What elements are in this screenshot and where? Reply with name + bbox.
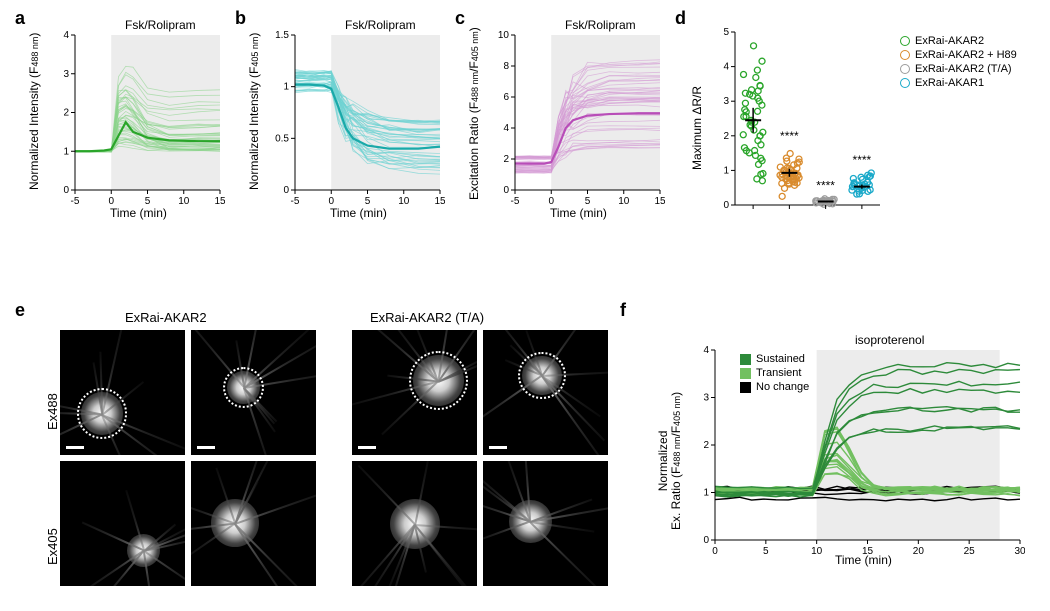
legend-akar1: ExRai-AKAR1 <box>900 77 1017 89</box>
panel-b-xlabel: Time (min) <box>330 206 387 220</box>
svg-text:2: 2 <box>63 108 69 119</box>
legend-nochange: No change <box>740 381 809 393</box>
microscopy-cell <box>352 461 477 586</box>
panel-f-ylabel: NormalizedEx. Ratio (F488 nm/F405 nm) <box>657 392 683 530</box>
svg-text:****: **** <box>816 178 835 192</box>
svg-text:-5: -5 <box>291 196 300 207</box>
svg-text:0: 0 <box>63 185 69 196</box>
svg-text:20: 20 <box>913 546 925 557</box>
legend-akar2-ta-label: ExRai-AKAR2 (T/A) <box>915 63 1012 75</box>
panel-e-col1: ExRai-AKAR2 <box>125 310 207 325</box>
panel-e-col2: ExRai-AKAR2 (T/A) <box>370 310 484 325</box>
svg-text:1: 1 <box>283 82 289 93</box>
svg-text:5: 5 <box>763 546 769 557</box>
svg-text:1: 1 <box>63 146 69 157</box>
panel-d-legend: ExRai-AKAR2 ExRai-AKAR2 + H89 ExRai-AKAR… <box>900 35 1017 91</box>
panel-c-label: c <box>455 8 465 29</box>
panel-c-xlabel: Time (min) <box>550 206 607 220</box>
svg-text:2: 2 <box>723 131 729 142</box>
svg-text:1: 1 <box>703 488 709 499</box>
legend-akar2-h89: ExRai-AKAR2 + H89 <box>900 49 1017 61</box>
panel-a-chart: -505101501234 Normalized Intensity (F488… <box>55 20 225 220</box>
panel-f-legend: Sustained Transient No change <box>740 353 809 395</box>
panel-f-title: isoproterenol <box>855 333 924 347</box>
svg-text:10: 10 <box>811 546 823 557</box>
svg-text:0: 0 <box>503 185 509 196</box>
panel-b-chart: -505101500.511.5 Normalized Intensity (F… <box>275 20 445 220</box>
microscopy-cell <box>483 330 608 455</box>
panel-a-title: Fsk/Rolipram <box>125 18 196 32</box>
panel-d-label: d <box>675 8 686 29</box>
svg-text:15: 15 <box>654 196 665 207</box>
svg-text:4: 4 <box>63 30 69 41</box>
panel-c-ylabel: Excitation Ratio (F488 nm/F405 nm) <box>467 27 481 200</box>
svg-text:10: 10 <box>398 196 410 207</box>
microscopy-cell <box>60 330 185 455</box>
panel-c-title: Fsk/Rolipram <box>565 18 636 32</box>
panel-b-label: b <box>235 8 246 29</box>
svg-text:3: 3 <box>703 393 709 404</box>
svg-text:****: **** <box>853 153 872 167</box>
legend-transient: Transient <box>740 367 809 379</box>
legend-akar2-h89-label: ExRai-AKAR2 + H89 <box>915 49 1017 61</box>
panel-b-ylabel: Normalized Intensity (F405 nm) <box>247 33 261 190</box>
legend-akar2-ta: ExRai-AKAR2 (T/A) <box>900 63 1017 75</box>
legend-akar2-label: ExRai-AKAR2 <box>915 35 984 47</box>
panel-f-xlabel: Time (min) <box>835 553 892 567</box>
svg-text:2: 2 <box>703 440 709 451</box>
svg-text:****: **** <box>780 129 799 143</box>
panel-d-ylabel: Maximum ΔR/R <box>690 86 704 170</box>
legend-nochange-label: No change <box>756 381 809 393</box>
svg-text:3: 3 <box>63 69 69 80</box>
svg-text:5: 5 <box>723 27 729 38</box>
panel-e-row2: Ex405 <box>45 528 60 565</box>
svg-text:0: 0 <box>703 535 709 546</box>
svg-text:4: 4 <box>703 345 709 356</box>
svg-text:15: 15 <box>434 196 445 207</box>
svg-text:4: 4 <box>723 62 729 73</box>
svg-text:4: 4 <box>503 123 509 134</box>
panel-b-title: Fsk/Rolipram <box>345 18 416 32</box>
svg-text:-5: -5 <box>71 196 80 207</box>
microscopy-cell <box>191 330 316 455</box>
microscopy-cell <box>352 330 477 455</box>
svg-text:6: 6 <box>503 92 509 103</box>
panel-f-chart: 05101520253001234 NormalizedEx. Ratio (F… <box>695 335 1025 570</box>
panel-a-label: a <box>15 8 25 29</box>
panel-a-ylabel: Normalized Intensity (F488 nm) <box>27 33 41 190</box>
panel-a-xlabel: Time (min) <box>110 206 167 220</box>
microscopy-cell <box>60 461 185 586</box>
svg-text:-5: -5 <box>511 196 520 207</box>
microscopy-cell <box>483 461 608 586</box>
svg-text:3: 3 <box>723 96 729 107</box>
svg-text:25: 25 <box>964 546 976 557</box>
svg-text:30: 30 <box>1014 546 1025 557</box>
legend-akar1-label: ExRai-AKAR1 <box>915 77 984 89</box>
legend-sustained: Sustained <box>740 353 809 365</box>
svg-text:0: 0 <box>712 546 718 557</box>
microscopy-cell <box>191 461 316 586</box>
panel-d-chart: 012345************ Maximum ΔR/R <box>710 20 885 220</box>
panel-f-label: f <box>620 300 626 321</box>
panel-c-chart: -50510150246810 Excitation Ratio (F488 n… <box>495 20 665 220</box>
legend-akar2: ExRai-AKAR2 <box>900 35 1017 47</box>
panel-e-row1: Ex488 <box>45 393 60 430</box>
legend-transient-label: Transient <box>756 367 801 379</box>
svg-text:10: 10 <box>618 196 630 207</box>
svg-text:2: 2 <box>503 154 509 165</box>
svg-text:10: 10 <box>178 196 190 207</box>
svg-text:0: 0 <box>723 200 729 211</box>
panel-e-label: e <box>15 300 25 321</box>
svg-text:10: 10 <box>498 30 510 41</box>
svg-text:0: 0 <box>283 185 289 196</box>
svg-text:0.5: 0.5 <box>275 133 289 144</box>
svg-text:1: 1 <box>723 165 729 176</box>
svg-text:15: 15 <box>214 196 225 207</box>
svg-text:8: 8 <box>503 61 509 72</box>
legend-sustained-label: Sustained <box>756 353 805 365</box>
svg-text:1.5: 1.5 <box>275 30 289 41</box>
